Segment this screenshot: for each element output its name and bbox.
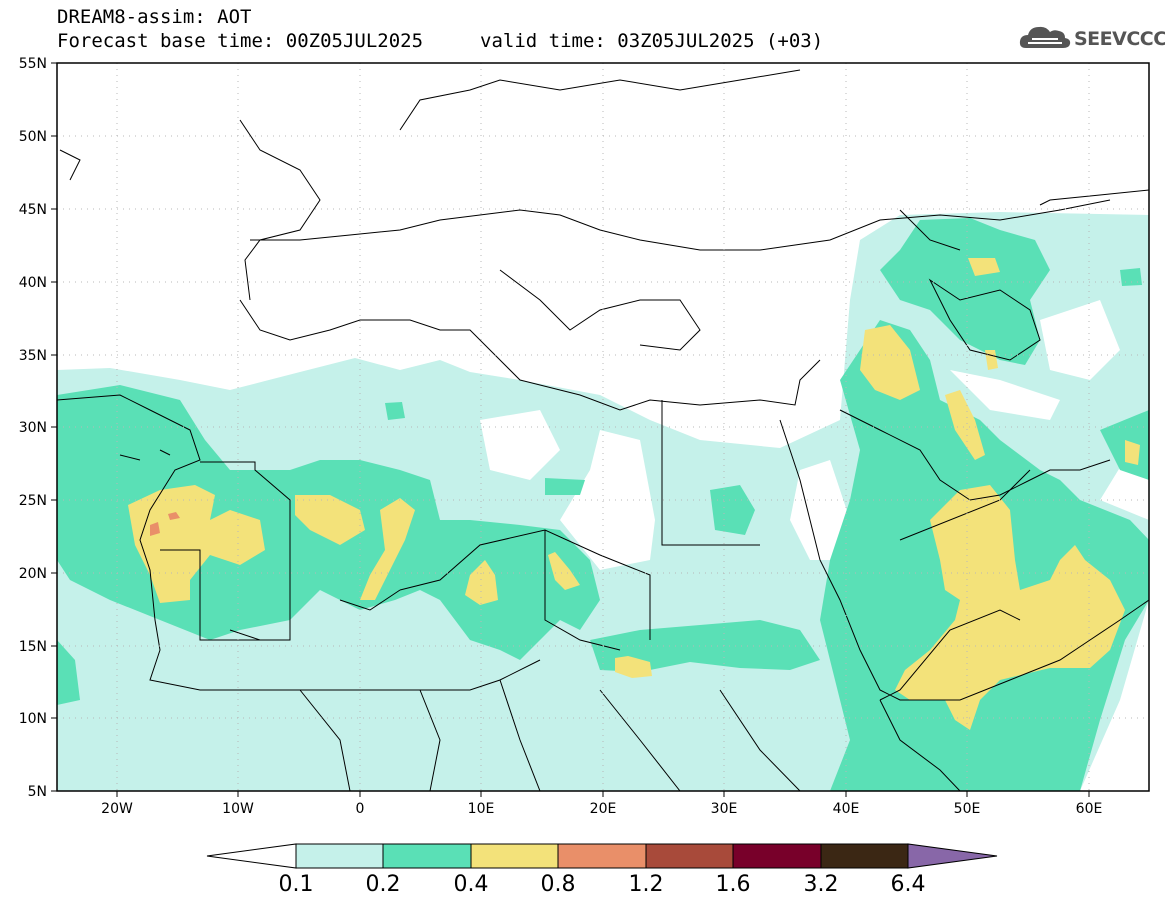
colorbar-label: 0.1 bbox=[278, 872, 314, 897]
colorbar-segment bbox=[557, 843, 647, 869]
colorbar-label: 1.2 bbox=[628, 872, 664, 897]
lat-label: 40N bbox=[19, 275, 47, 291]
lat-label: 20N bbox=[19, 566, 47, 582]
cloud-logo-icon bbox=[1019, 26, 1071, 48]
colorbar-segment bbox=[382, 843, 472, 869]
lat-label: 55N bbox=[19, 56, 47, 72]
lat-label: 35N bbox=[19, 348, 47, 364]
lat-label: 30N bbox=[19, 420, 47, 436]
colorbar-segment bbox=[645, 843, 734, 869]
colorbar-label: 0.4 bbox=[453, 872, 489, 897]
lon-label: 20W bbox=[101, 801, 133, 817]
lon-label: 10E bbox=[468, 801, 495, 817]
colorbar-segment bbox=[820, 843, 909, 869]
aot-band-0.8-1.2 bbox=[150, 522, 160, 536]
valid-time: valid time: 03Z05JUL2025 (+03) bbox=[480, 30, 824, 52]
lon-label: 20E bbox=[590, 801, 617, 817]
latitude-labels: 55N 50N 45N 40N 35N 30N 25N 20N 15N 10N … bbox=[19, 56, 47, 800]
colorbar-segment-below bbox=[206, 843, 297, 869]
lon-label: 30E bbox=[711, 801, 738, 817]
logo-text: SEEVCCC bbox=[1074, 28, 1165, 50]
aot-band-0.8-1.2-b bbox=[168, 512, 180, 520]
aot-contours bbox=[57, 63, 1149, 791]
colorbar-label: 3.2 bbox=[803, 872, 839, 897]
lat-label: 50N bbox=[19, 129, 47, 145]
colorbar-segment bbox=[470, 843, 559, 869]
forecast-base-time: Forecast base time: 00Z05JUL2025 bbox=[57, 30, 424, 52]
lon-label: 0 bbox=[356, 801, 365, 817]
lat-label: 25N bbox=[19, 493, 47, 509]
lon-label: 40E bbox=[833, 801, 860, 817]
colorbar-label: 0.2 bbox=[365, 872, 401, 897]
colorbar-label: 1.6 bbox=[715, 872, 751, 897]
lon-label: 50E bbox=[954, 801, 981, 817]
lat-label: 5N bbox=[28, 784, 47, 800]
lat-label: 15N bbox=[19, 639, 47, 655]
graticule bbox=[57, 63, 1149, 791]
longitude-labels: 20W 10W 0 10E 20E 30E 40E 50E 60E bbox=[101, 801, 1102, 817]
axis-ticks bbox=[51, 62, 1090, 797]
colorbar-label: 6.4 bbox=[890, 872, 926, 897]
seevccc-logo: SEEVCCC bbox=[1018, 22, 1165, 58]
colorbar-segment bbox=[295, 843, 384, 869]
colorbar bbox=[206, 843, 998, 869]
aot-band-0.4-0.8 bbox=[128, 258, 1140, 730]
colorbar-segment-above bbox=[907, 843, 998, 869]
lon-label: 60E bbox=[1076, 801, 1103, 817]
lat-label: 45N bbox=[19, 202, 47, 218]
aot-band-below-0.1 bbox=[480, 300, 1120, 570]
coastlines-borders bbox=[57, 69, 1149, 791]
map-title: DREAM8-assim: AOT bbox=[57, 6, 252, 28]
lon-label: 10W bbox=[222, 801, 254, 817]
colorbar-label: 0.8 bbox=[540, 872, 576, 897]
colorbar-segment bbox=[732, 843, 822, 869]
lat-label: 10N bbox=[19, 711, 47, 727]
